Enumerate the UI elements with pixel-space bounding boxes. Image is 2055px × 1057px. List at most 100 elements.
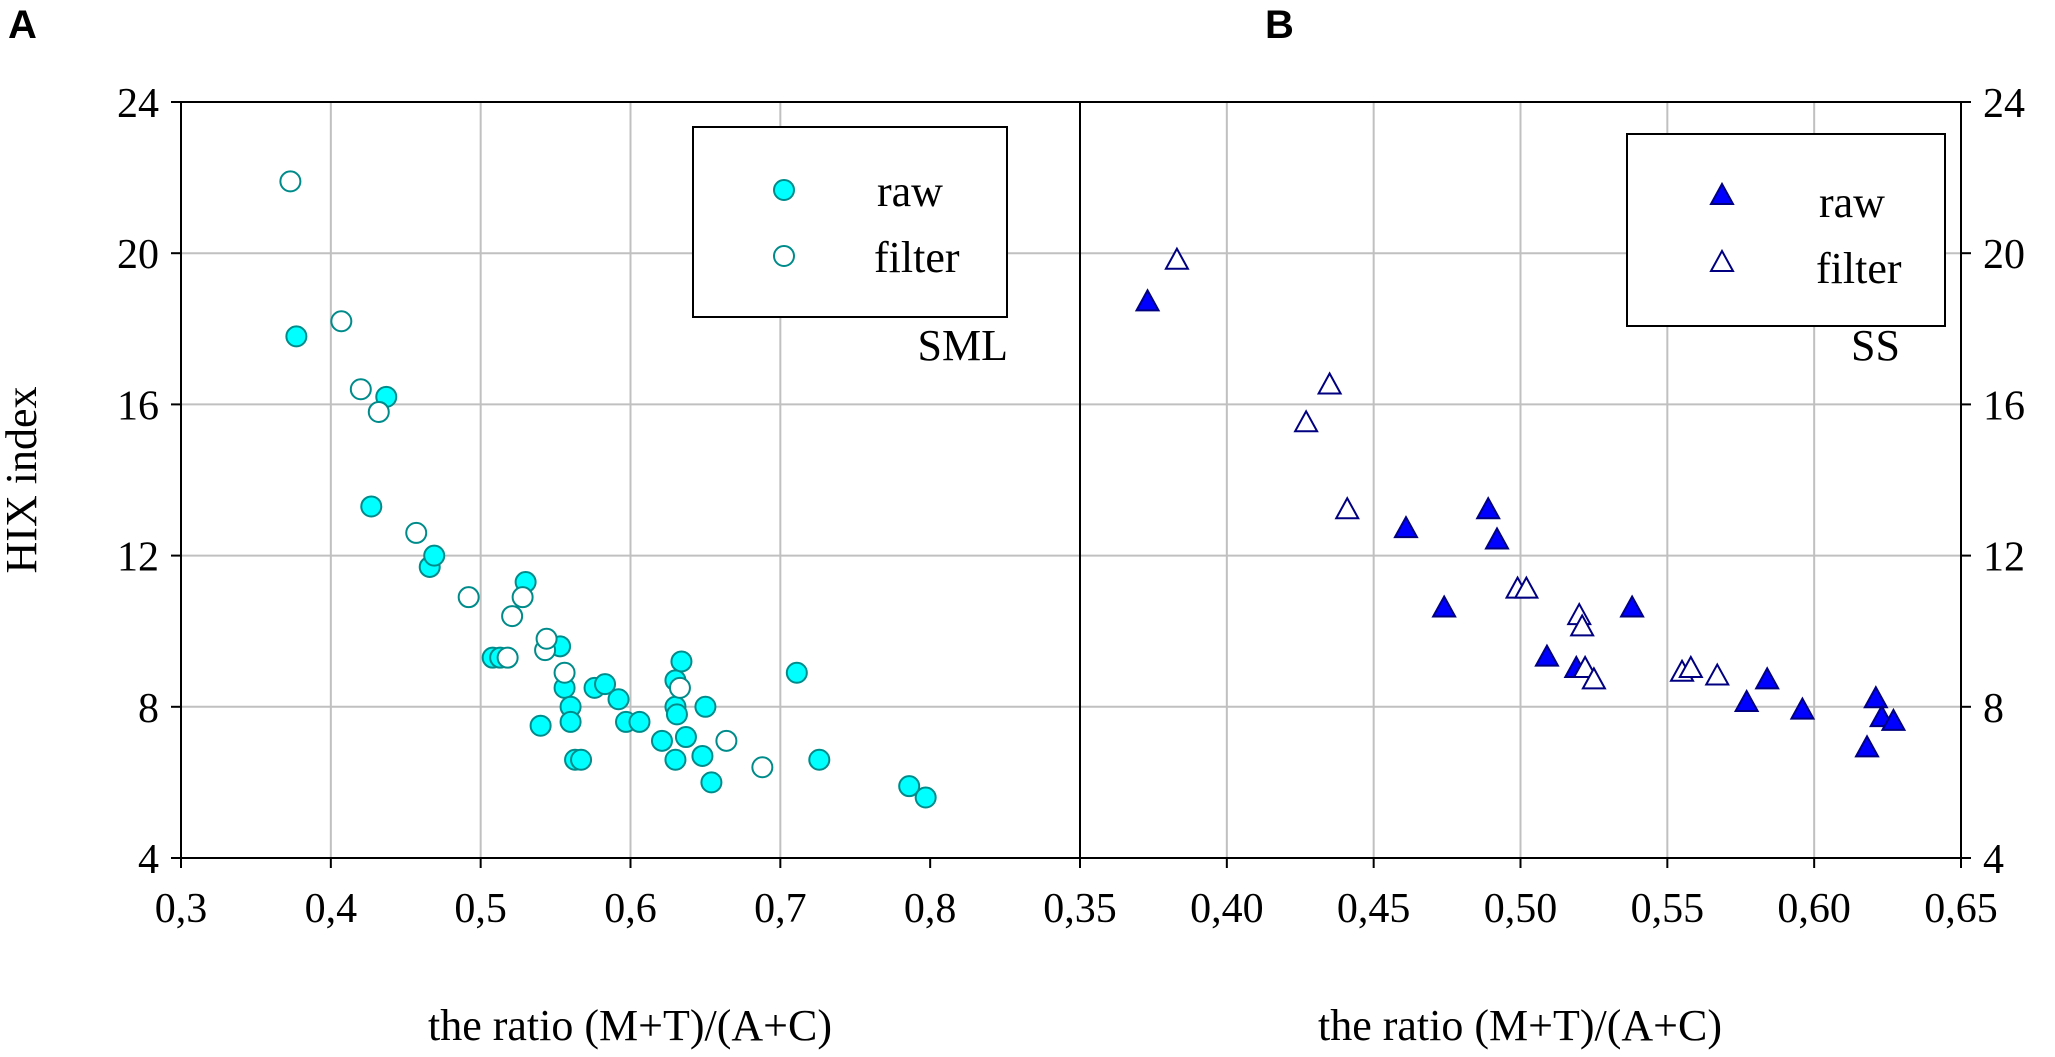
panel-b-raw-point	[1880, 707, 1907, 731]
panel-a-raw-point	[674, 726, 697, 749]
panel-a-filter-point	[553, 661, 576, 684]
panel-a-filter-point	[349, 378, 372, 401]
panel-a-x-tick-label: 0,7	[754, 886, 807, 932]
panel-a-filter-point	[457, 586, 480, 609]
panel-b-filter-point	[1581, 666, 1607, 690]
panel-b-legend-raw-label: raw	[1819, 178, 1885, 227]
panel-a-raw-point	[559, 710, 582, 733]
panel-b-data-points	[1134, 246, 1907, 758]
panel-a-raw-point	[423, 544, 446, 567]
panel-a-letter: A	[8, 3, 37, 47]
panel-b-raw-point	[1619, 594, 1645, 618]
panel-a-raw-point	[785, 661, 808, 684]
panel-a-raw-point	[607, 688, 630, 711]
panel-a-raw-point	[808, 748, 831, 771]
panel-a-raw-point	[691, 744, 714, 767]
panel-a-y-tick-label: 16	[117, 383, 159, 429]
panel-b-filter-point	[1293, 409, 1319, 433]
panel-a-raw-point	[529, 714, 552, 737]
panel-b-filter-point	[1513, 575, 1540, 599]
panel-b-raw-point	[1431, 594, 1457, 618]
panel-a-y-tick-label: 24	[117, 81, 159, 127]
panel-a-raw-point	[914, 786, 937, 809]
panel-a-raw-point	[628, 710, 651, 733]
panel-a-legend-raw-marker	[773, 179, 795, 201]
panel-b-raw-point	[1393, 515, 1419, 539]
panel-b-filter-point	[1704, 662, 1730, 686]
panel-a-legend-raw-label: raw	[877, 167, 943, 216]
panel-b-raw-point	[1134, 288, 1161, 312]
panel-b-legend-box	[1626, 133, 1946, 327]
panel-a-x-tick-label: 0,3	[155, 886, 208, 932]
panel-a-legend-filter-label: filter	[874, 233, 960, 282]
panel-b-y-tick-label: 16	[1983, 383, 2025, 429]
panel-b-x-tick-label: 0,45	[1337, 886, 1411, 932]
panel-b-x-tick-label: 0,40	[1190, 886, 1264, 932]
panel-a: A 0,3 0,4 0,5 0,6 0,7 0,8 4 8 12 16 20 24 HIX index…	[0, 3, 1081, 1050]
panel-a-filter-point	[751, 756, 774, 779]
panel-a-raw-point	[694, 695, 717, 718]
panel-a-y-axis-title: HIX index	[0, 387, 46, 574]
panel-a-filter-point	[330, 310, 353, 333]
panel-b-y-tick-label: 24	[1983, 81, 2025, 127]
panel-a-data-points	[279, 170, 937, 809]
panel-a-filter-point	[279, 170, 302, 193]
panel-b-filter-point	[1678, 654, 1704, 678]
panel-b-annotation: SS	[1851, 321, 1900, 370]
panel-b-y-tick-label: 20	[1983, 232, 2025, 278]
panel-b-x-axis-title: the ratio (M+T)/(A+C)	[1318, 1001, 1722, 1050]
panel-a-raw-point	[594, 673, 617, 696]
panel-b-raw-point	[1475, 496, 1501, 520]
panel-b-x-tick-label: 0,60	[1777, 886, 1851, 932]
panel-b-y-tick-label: 8	[1983, 686, 2004, 732]
panel-b-legend: raw filter	[1626, 133, 1946, 327]
panel-a-raw-point	[665, 703, 688, 726]
panel-a-raw-point	[664, 748, 687, 771]
panel-a-raw-point	[898, 775, 921, 798]
panel-a-legend-box	[692, 126, 1008, 318]
panel-b-filter-point	[1572, 654, 1598, 678]
panel-a-raw-point	[360, 495, 383, 518]
panel-b-filter-point	[1164, 246, 1190, 270]
panel-a-y-tick-label: 12	[117, 535, 159, 581]
panel-b-x-tick-label: 0,55	[1631, 886, 1705, 932]
panel-a-legend-filter-marker	[773, 245, 795, 267]
panel-a-x-tick-label: 0,6	[604, 886, 657, 932]
panel-b-y-tick-label: 4	[1983, 837, 2004, 883]
panel-a-raw-point	[650, 729, 673, 752]
panel-a-x-tick-label: 0,8	[904, 886, 957, 932]
panel-b-raw-point	[1534, 643, 1560, 667]
panel-b-x-tick-label: 0,50	[1484, 886, 1558, 932]
panel-a-legend: raw filter	[692, 126, 1008, 318]
panel-a-plot: 0,3 0,4 0,5 0,6 0,7 0,8 4 8 12 16 20 24	[117, 81, 1081, 932]
panel-a-filter-point	[367, 400, 390, 423]
panel-a-filter-point	[501, 605, 524, 628]
panel-a-filter-point	[535, 627, 558, 650]
panel-b: B 0,35 0,40 0,45 0,50 0,55 0,60 0,654 8 12 16 20 24…	[1043, 3, 2025, 1050]
panel-b-filter-point	[1334, 496, 1360, 520]
panel-b-legend-raw-marker	[1709, 181, 1735, 205]
panel-a-annotation: SML	[918, 321, 1008, 370]
panel-b-filter-point	[1316, 371, 1343, 395]
panel-a-raw-point	[700, 771, 723, 794]
panel-a-filter-point	[405, 521, 428, 544]
panel-b-legend-filter-label: filter	[1816, 244, 1902, 293]
panel-b-y-tick-label: 12	[1983, 535, 2025, 581]
panel-a-tick-labels: 0,3 0,4 0,5 0,6 0,7 0,8 4 8 12 16 20 24	[117, 81, 956, 932]
panel-a-x-axis-title: the ratio (M+T)/(A+C)	[428, 1001, 832, 1050]
panel-a-filter-point	[668, 676, 691, 699]
panel-b-raw-point	[1863, 685, 1889, 709]
panel-a-y-tick-label: 20	[117, 232, 159, 278]
panel-b-raw-point	[1484, 526, 1510, 550]
panel-b-filter-point	[1569, 613, 1595, 637]
panel-a-filter-point	[511, 586, 534, 609]
panel-a-raw-point	[570, 748, 593, 771]
panel-b-x-tick-label: 0,35	[1043, 886, 1117, 932]
panel-a-x-tick-label: 0,4	[305, 886, 358, 932]
panel-a-y-tick-label: 4	[138, 837, 159, 883]
panel-a-y-tick-label: 8	[138, 686, 159, 732]
panel-b-tick-labels: 0,35 0,40 0,45 0,50 0,55 0,60 0,654 8 12 16 20 24	[1043, 81, 2025, 932]
panel-b-raw-point	[1754, 666, 1780, 690]
panel-b-raw-point	[1854, 734, 1880, 758]
